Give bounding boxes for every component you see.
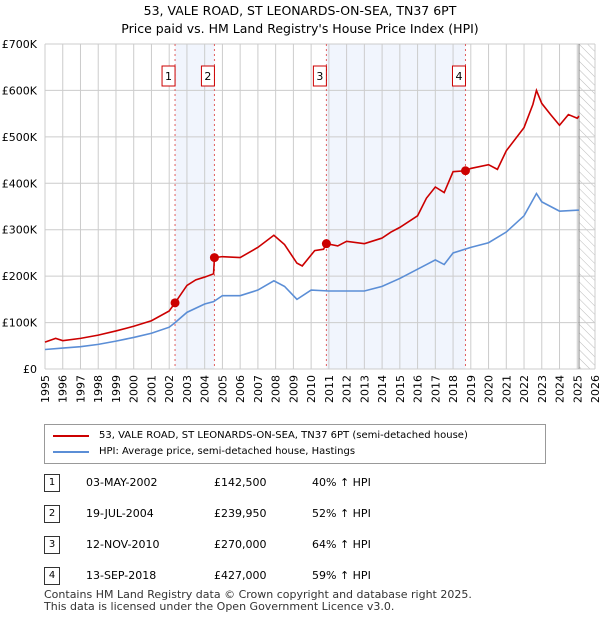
legend-line-hpi (53, 451, 89, 453)
x-tick-label: 2007 (252, 375, 265, 403)
sale-label-number: 4 (455, 70, 462, 83)
sale-label-number: 3 (316, 70, 323, 83)
chart-title: 53, VALE ROAD, ST LEONARDS-ON-SEA, TN37 … (143, 3, 457, 18)
footer-line-1: Contains HM Land Registry data © Crown c… (44, 588, 472, 601)
sale-point (321, 239, 331, 249)
sale-number: 1 (44, 474, 60, 492)
x-tick-label: 2014 (376, 375, 389, 403)
x-tick-label: 2017 (429, 375, 442, 403)
sale-point (170, 298, 180, 308)
x-tick-label: 2020 (483, 375, 496, 403)
x-tick-label: 1997 (74, 375, 87, 403)
x-tick-label: 2021 (500, 375, 513, 403)
sale-label-box (200, 65, 215, 87)
footer-line-2: This data is licensed under the Open Gov… (44, 600, 395, 613)
y-tick-label: £600K (2, 84, 38, 97)
x-tick-label: 2018 (447, 375, 460, 403)
sale-row: 2 19-JUL-2004 £239,950 52% ↑ HPI (44, 505, 494, 525)
sale-price: £142,500 (214, 476, 267, 489)
x-tick-label: 2015 (394, 375, 407, 403)
x-tick-label: 2012 (341, 375, 354, 403)
x-tick-label: 2022 (518, 375, 531, 403)
x-tick-label: 1996 (57, 375, 70, 403)
y-tick-label: £700K (2, 38, 38, 51)
price-chart: 1995 1996 1997 1998 1999 2000 2001 2002 2003 2004… (2, 38, 600, 403)
sale-date: 19-JUL-2004 (86, 507, 154, 520)
y-tick-label: £300K (2, 224, 38, 237)
sale-row: 4 13-SEP-2018 £427,000 59% ↑ HPI (44, 567, 494, 587)
legend-item-hpi: HPI: Average price, semi-detached house,… (53, 445, 355, 459)
legend-item-property: 53, VALE ROAD, ST LEONARDS-ON-SEA, TN37 … (53, 429, 468, 443)
sale-hpi: 64% ↑ HPI (312, 538, 371, 551)
sale-price: £270,000 (214, 538, 267, 551)
legend-line-property (53, 435, 89, 437)
x-tick-label: 2025 (571, 375, 584, 403)
sale-label-box (161, 65, 176, 87)
sale-price: £239,950 (214, 507, 267, 520)
x-tick-label: 2011 (323, 375, 336, 403)
x-tick-label: 1999 (110, 375, 123, 403)
x-tick-label: 2001 (145, 375, 158, 403)
x-tick-label: 2024 (554, 375, 567, 403)
sale-hpi: 52% ↑ HPI (312, 507, 371, 520)
x-tick-label: 2019 (465, 375, 478, 403)
sale-number: 4 (44, 567, 60, 585)
x-tick-label: 2006 (234, 375, 247, 403)
x-tick-label: 2002 (163, 375, 176, 403)
shaded-range (326, 44, 466, 369)
sale-hpi: 40% ↑ HPI (312, 476, 371, 489)
sale-point (460, 166, 470, 176)
x-tick-label: 2005 (216, 375, 229, 403)
sale-label-box (451, 65, 466, 87)
legend-label-hpi: HPI: Average price, semi-detached house,… (99, 446, 356, 457)
x-tick-label: 2008 (270, 375, 283, 403)
sale-hpi: 59% ↑ HPI (312, 569, 371, 582)
y-tick-label: £100K (2, 317, 38, 330)
x-tick-label: 2004 (199, 375, 212, 403)
x-tick-label: 2010 (305, 375, 318, 403)
x-tick-label: 2009 (287, 375, 300, 403)
series-line (44, 87, 580, 343)
sale-number: 3 (44, 536, 60, 554)
sale-date: 03-MAY-2002 (86, 476, 158, 489)
x-tick-label: 1995 (39, 375, 52, 403)
sale-row: 3 12-NOV-2010 £270,000 64% ↑ HPI (44, 536, 494, 556)
forecast-hatch (579, 44, 595, 369)
x-tick-label: 2016 (412, 375, 425, 403)
shaded-range (175, 44, 215, 369)
sale-label-number: 2 (204, 70, 211, 83)
y-tick-label: £0 (23, 363, 37, 376)
sale-date: 13-SEP-2018 (86, 569, 157, 582)
sale-row: 1 03-MAY-2002 £142,500 40% ↑ HPI (44, 474, 494, 494)
y-tick-label: £400K (2, 177, 38, 190)
x-tick-label: 2023 (536, 375, 549, 403)
legend-label-property: 53, VALE ROAD, ST LEONARDS-ON-SEA, TN37 … (99, 430, 468, 441)
sale-date: 12-NOV-2010 (86, 538, 160, 551)
chart-subtitle: Price paid vs. HM Land Registry's House … (121, 21, 479, 36)
y-tick-label: £200K (2, 270, 38, 283)
sale-label-number: 1 (165, 70, 172, 83)
x-tick-label: 2026 (589, 375, 600, 403)
x-tick-label: 2003 (181, 375, 194, 403)
y-tick-label: £500K (2, 131, 38, 144)
x-tick-label: 2000 (128, 375, 141, 403)
sale-point (209, 253, 219, 263)
sale-number: 2 (44, 505, 60, 523)
x-tick-label: 1998 (92, 375, 105, 403)
series-line (44, 191, 580, 351)
sale-label-box (312, 65, 327, 87)
legend: 53, VALE ROAD, ST LEONARDS-ON-SEA, TN37 … (44, 424, 546, 464)
x-tick-label: 2013 (358, 375, 371, 403)
sale-price: £427,000 (214, 569, 267, 582)
